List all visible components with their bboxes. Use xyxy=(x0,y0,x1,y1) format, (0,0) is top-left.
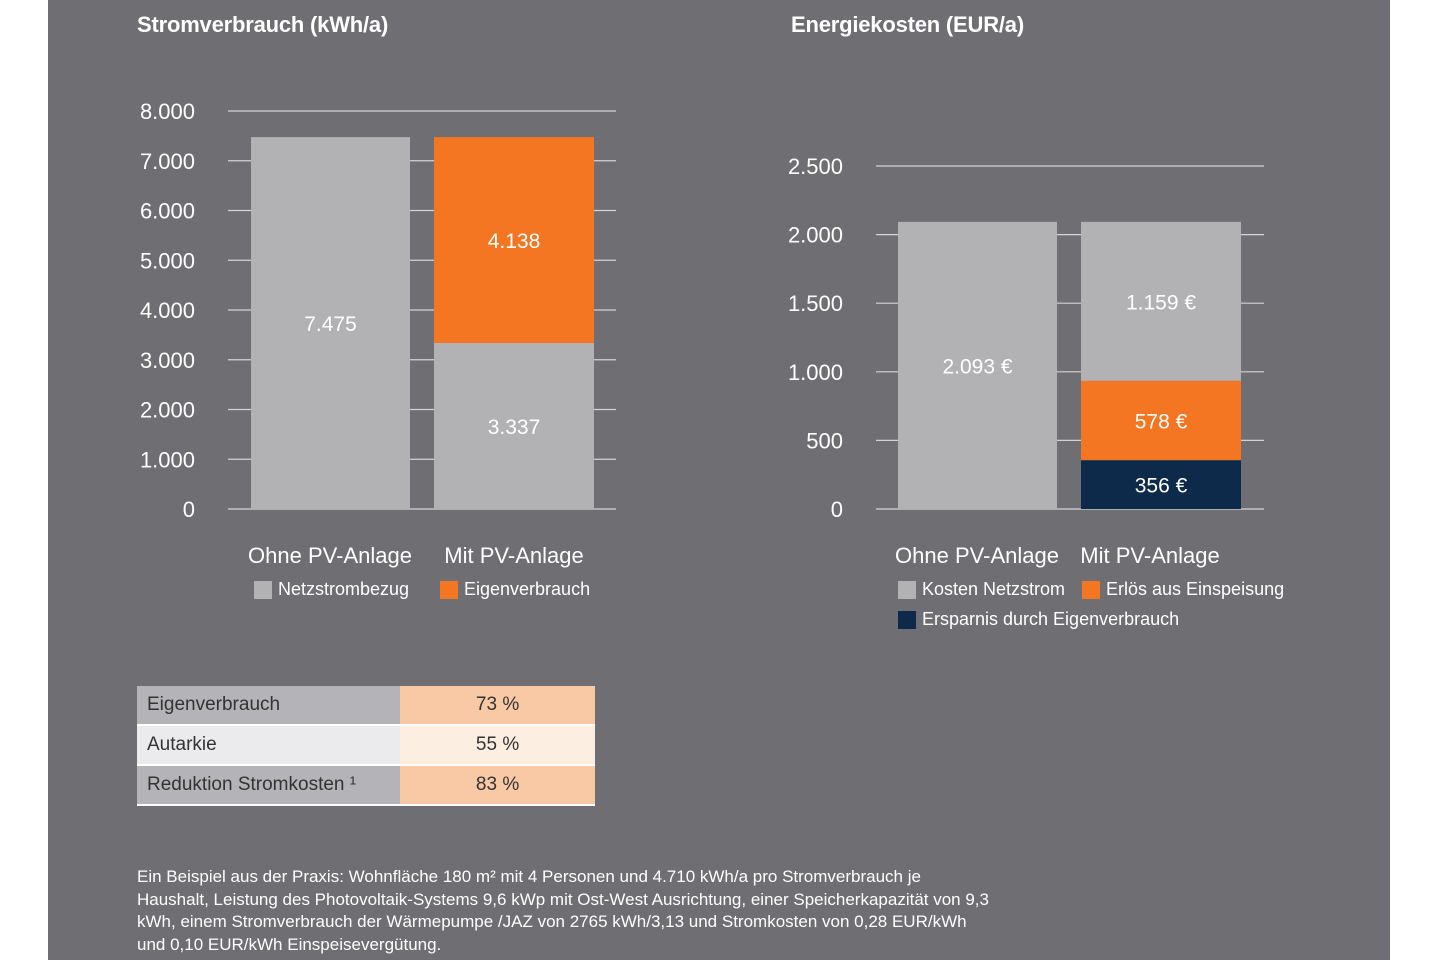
legend-item-netzstrombezug: Netzstrombezug xyxy=(254,579,409,600)
legend-label: Ersparnis durch Eigenverbrauch xyxy=(922,609,1180,629)
y-tick-label: 3.000 xyxy=(140,348,195,373)
y-tick-label: 5.000 xyxy=(140,248,195,273)
data-label: 3.337 xyxy=(488,416,541,439)
category-label-mit-pv-right: Mit PV-Anlage xyxy=(1080,543,1220,568)
chart-title-costs: Energiekosten (EUR/a) xyxy=(791,12,1024,37)
y-tick-label: 1.500 xyxy=(788,291,843,316)
y-tick-label: 0 xyxy=(831,497,843,522)
table-row: Reduktion Stromkosten ¹ 83 % xyxy=(137,765,595,806)
legend-swatch-orange xyxy=(1082,580,1100,599)
legend-swatch-grey xyxy=(254,580,272,599)
category-label-mit-pv-left: Mit PV-Anlage xyxy=(444,543,584,568)
data-label: 2.093 € xyxy=(942,355,1012,378)
y-tick-label: 7.000 xyxy=(140,149,195,174)
y-tick-label: 4.000 xyxy=(140,298,195,323)
legend-swatch-grey xyxy=(898,580,916,599)
legend-item-erloes-einspeisung: Erlös aus Einspeisung xyxy=(1082,579,1284,600)
y-tick-label: 0 xyxy=(183,497,195,522)
table-cell-value: 73 % xyxy=(400,686,595,726)
bar-segment xyxy=(898,221,1057,509)
y-tick-label: 8.000 xyxy=(140,99,195,124)
data-label: 1.159 € xyxy=(1126,291,1196,314)
table-cell-label: Autarkie xyxy=(137,725,401,766)
legend-label: Netzstrombezug xyxy=(278,579,410,599)
table-row: Eigenverbrauch 73 % xyxy=(137,686,595,726)
bar-segment xyxy=(434,342,594,509)
y-tick-label: 500 xyxy=(806,428,843,453)
bar-segment xyxy=(251,137,410,509)
table-cell-label: Eigenverbrauch xyxy=(137,686,401,726)
y-tick-label: 2.500 xyxy=(788,154,843,179)
data-label: 7.475 xyxy=(304,313,357,336)
chart-title-consumption: Stromverbrauch (kWh/a) xyxy=(137,12,389,37)
table-cell-value: 55 % xyxy=(400,725,595,766)
legend-swatch-orange xyxy=(440,580,458,599)
category-label-ohne-pv-left: Ohne PV-Anlage xyxy=(248,543,412,568)
bar-segment xyxy=(1081,380,1241,461)
y-tick-label: 1.000 xyxy=(788,360,843,385)
legend-label: Erlös aus Einspeisung xyxy=(1106,579,1285,599)
category-label-ohne-pv-right: Ohne PV-Anlage xyxy=(895,543,1059,568)
bar-segment xyxy=(1081,221,1241,381)
legend-item-ersparnis: Ersparnis durch Eigenverbrauch xyxy=(898,609,1179,630)
y-tick-label: 1.000 xyxy=(140,447,195,472)
legend-item-kosten-netzstrom: Kosten Netzstrom xyxy=(898,579,1065,600)
legend-label: Kosten Netzstrom xyxy=(922,579,1066,599)
table-cell-label: Reduktion Stromkosten ¹ xyxy=(137,765,401,806)
table-cell-value: 83 % xyxy=(400,765,595,806)
y-tick-label: 6.000 xyxy=(140,199,195,224)
footnote: Ein Beispiel aus der Praxis: Wohnfläche … xyxy=(137,867,989,954)
legend-item-eigenverbrauch: Eigenverbrauch xyxy=(440,579,590,600)
data-label: 4.138 xyxy=(488,230,541,253)
table-row: Autarkie 55 % xyxy=(137,725,595,766)
y-tick-label: 2.000 xyxy=(788,223,843,248)
legend-swatch-navy xyxy=(898,610,916,629)
y-tick-label: 2.000 xyxy=(140,398,195,423)
bar-segment xyxy=(434,137,594,343)
legend-label: Eigenverbrauch xyxy=(464,579,591,599)
data-label: 578 € xyxy=(1135,411,1188,434)
data-label: 356 € xyxy=(1135,475,1188,498)
stats-table: Eigenverbrauch 73 % Autarkie 55 % Redukt… xyxy=(137,686,595,806)
bar-segment xyxy=(1081,460,1241,509)
